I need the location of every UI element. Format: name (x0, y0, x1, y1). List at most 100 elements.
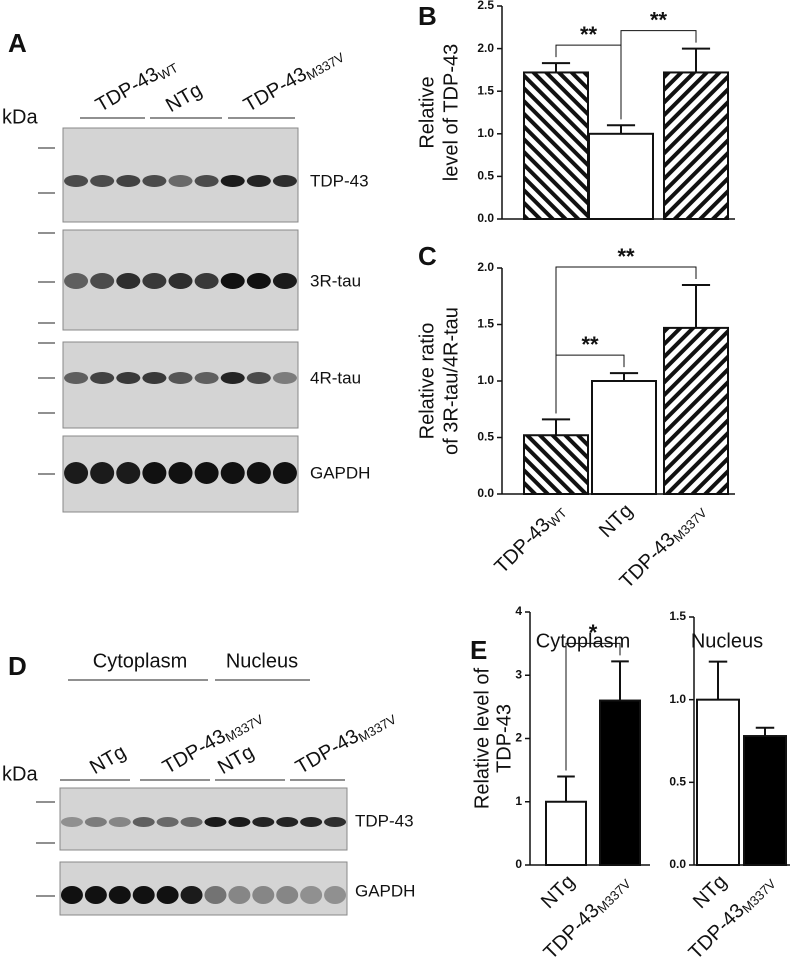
x-tick-label: TDP-43M337V (685, 870, 779, 964)
y-axis-label: Relative level of (471, 667, 493, 809)
y-tick-label: 1.0 (477, 373, 494, 387)
blot-band (168, 372, 193, 384)
row-label: 3R-tau (310, 271, 361, 290)
bar (591, 380, 657, 495)
blot-band (228, 886, 251, 904)
row-label: TDP-43 (355, 811, 414, 830)
y-tick-label: 0.5 (477, 169, 494, 183)
blot-band (324, 886, 347, 904)
bar (663, 326, 729, 496)
blot-band (60, 817, 83, 827)
blot-band (116, 462, 141, 484)
group-label-sub: M337V (356, 712, 399, 746)
y-tick-label: 0 (515, 857, 522, 871)
group-label: TDP-43M337V (292, 705, 399, 780)
panel-label: C (418, 241, 437, 271)
y-tick-label: 0.0 (477, 486, 494, 500)
blot-band (132, 886, 155, 904)
blot-band (246, 273, 271, 289)
y-axis-label: TDP-43 (493, 704, 515, 773)
blot-band (194, 462, 219, 484)
kda-label: kDa (2, 763, 38, 785)
x-tick-label-sub: M337V (739, 876, 779, 916)
x-tick-label: TDP-43WT (491, 500, 570, 579)
blot-band (220, 462, 245, 484)
blot-band (90, 273, 115, 289)
y-tick-label: 4 (515, 604, 522, 618)
x-tick-label: NTg (537, 871, 579, 913)
blot-band (142, 372, 167, 384)
y-tick-label: 1.5 (669, 609, 686, 623)
x-tick-label-main: TDP-43 (491, 514, 555, 578)
blot-image (59, 861, 348, 916)
blot-band (180, 817, 203, 827)
blot-band (252, 886, 275, 904)
group-label: NTg (162, 79, 206, 117)
blot-band (108, 886, 131, 904)
x-tick-label-sub: M337V (670, 505, 710, 545)
blot-band (204, 886, 227, 904)
blot-band (276, 886, 299, 904)
y-tick-label: 2.0 (477, 41, 494, 55)
blot-band (90, 462, 115, 484)
blot-band (228, 817, 251, 827)
group-label-main: TDP-43 (240, 63, 311, 117)
blot-band (300, 817, 323, 827)
significance-label: ** (581, 332, 599, 357)
group-label-main: TDP-43 (292, 725, 363, 779)
group-label: NTg (86, 741, 130, 779)
significance-bracket (565, 642, 621, 771)
fraction-label: Cytoplasm (93, 650, 187, 672)
panel-label: D (8, 651, 27, 681)
chart-title: Nucleus (691, 630, 763, 652)
blot-band (156, 817, 179, 827)
fraction-label: Nucleus (226, 650, 298, 672)
blot-band (272, 462, 297, 484)
blot-band (300, 886, 323, 904)
y-tick-label: 1.0 (477, 126, 494, 140)
row-label: 4R-tau (310, 368, 361, 387)
y-tick-label: 1.0 (669, 692, 686, 706)
blot-band (246, 175, 271, 187)
blot-band (272, 372, 297, 384)
blot-band (142, 175, 167, 187)
blot-band (168, 462, 193, 484)
x-tick-label-main: TDP-43 (616, 529, 680, 593)
panel-label: E (470, 635, 487, 665)
blot-band (168, 273, 193, 289)
blot-band (132, 817, 155, 827)
group-label-sub: M337V (304, 50, 347, 84)
x-tick-label: NTg (595, 500, 637, 542)
blot-band (64, 273, 89, 289)
blot-band (220, 175, 245, 187)
blot-band (272, 273, 297, 289)
blot-band (220, 273, 245, 289)
significance-label: ** (617, 244, 635, 269)
x-tick-label-sub: M337V (594, 876, 634, 916)
significance-label: ** (580, 22, 598, 47)
significance-label: * (589, 620, 598, 645)
group-label-sub: M337V (223, 712, 266, 746)
y-tick-label: 2.5 (477, 0, 494, 12)
blot-band (168, 175, 193, 187)
blot-band (116, 175, 141, 187)
bar (599, 699, 641, 866)
blot-band (84, 886, 107, 904)
significance-label: ** (650, 7, 668, 32)
blot-band (246, 372, 271, 384)
bar (523, 71, 589, 221)
blot-band (116, 273, 141, 289)
bar (588, 132, 654, 220)
y-tick-label: 3 (515, 667, 522, 681)
y-tick-label: 0.5 (477, 430, 494, 444)
blot-band (90, 372, 115, 384)
blot-band (142, 462, 167, 484)
blot-band (220, 372, 245, 384)
blot-band (194, 372, 219, 384)
y-axis-label: Relative ratio (416, 323, 438, 440)
blot-band (116, 372, 141, 384)
significance-bracket (555, 266, 697, 414)
row-label: GAPDH (310, 463, 370, 482)
y-tick-label: 2.0 (477, 260, 494, 274)
significance-bracket (620, 30, 697, 120)
